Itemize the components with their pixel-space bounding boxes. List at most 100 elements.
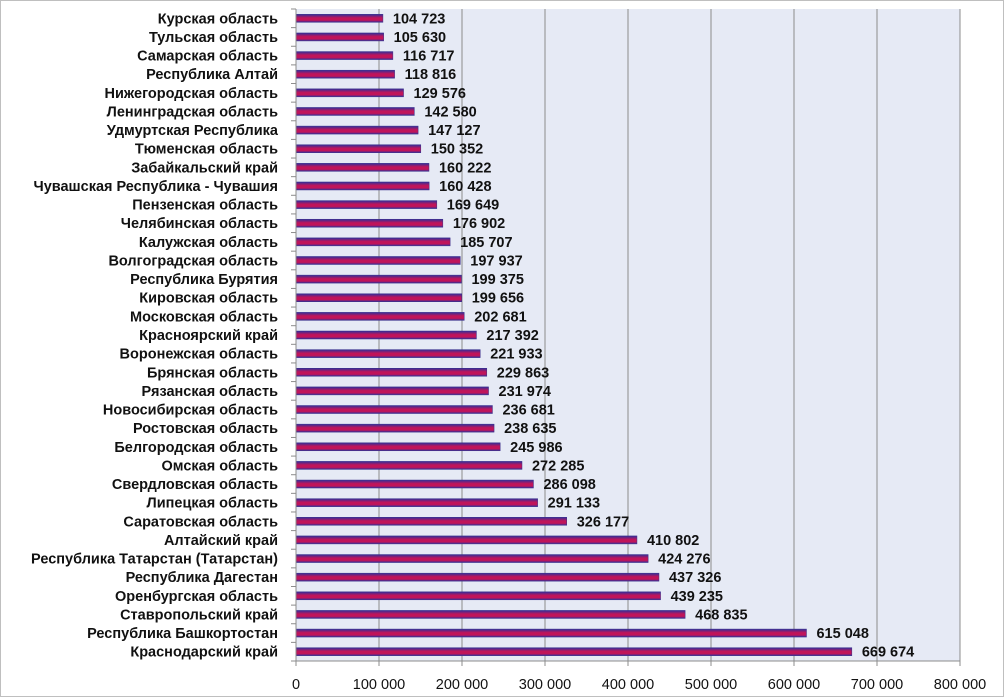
value-label: 176 902	[453, 216, 505, 232]
bar	[295, 69, 395, 79]
bar	[295, 312, 465, 321]
category-label: Воронежская область	[120, 347, 279, 363]
x-tick-label: 600 000	[768, 677, 820, 693]
bar	[295, 144, 422, 153]
category-label: Московская область	[130, 309, 278, 325]
x-tick-label: 0	[292, 677, 300, 693]
value-label: 105 630	[394, 30, 446, 46]
category-label: Забайкальский край	[131, 160, 278, 176]
bar	[295, 125, 419, 135]
bar	[295, 610, 686, 619]
bar	[295, 163, 430, 172]
bar	[295, 498, 538, 507]
x-tick-label: 700 000	[851, 677, 903, 693]
bar	[295, 368, 488, 377]
value-label: 197 937	[470, 253, 522, 269]
bar	[295, 237, 451, 247]
bar	[295, 517, 567, 526]
category-label: Рязанская область	[142, 384, 279, 400]
bar	[295, 51, 394, 60]
category-label: Республика Дагестан	[126, 570, 278, 586]
x-tick-label: 500 000	[685, 677, 737, 693]
category-label: Липецкая область	[147, 496, 279, 512]
category-label: Пензенская область	[132, 198, 278, 214]
category-label: Краснодарский край	[130, 645, 278, 661]
bar	[295, 442, 501, 452]
x-tick-label: 400 000	[602, 677, 654, 693]
category-label: Удмуртская Республика	[107, 123, 279, 139]
value-label: 245 986	[510, 440, 562, 456]
category-label: Белгородская область	[114, 440, 278, 456]
value-label: 410 802	[647, 533, 699, 549]
value-label: 202 681	[474, 309, 526, 325]
value-label: 147 127	[428, 123, 480, 139]
bar	[295, 554, 649, 563]
bar	[295, 274, 462, 284]
value-label: 326 177	[577, 514, 629, 530]
category-label: Челябинская область	[121, 216, 278, 232]
value-label: 615 048	[816, 626, 868, 642]
category-label: Новосибирская область	[103, 403, 278, 419]
category-label: Тульская область	[149, 30, 278, 46]
bar	[295, 218, 444, 228]
bar	[295, 572, 660, 582]
category-label: Самарская область	[137, 49, 278, 65]
value-label: 669 674	[862, 645, 914, 661]
bar	[295, 423, 495, 433]
x-tick-label: 800 000	[934, 677, 986, 693]
bar	[295, 256, 461, 265]
value-label: 272 285	[532, 458, 584, 474]
bar	[295, 330, 477, 340]
bar	[295, 647, 853, 656]
category-label: Брянская область	[147, 365, 278, 381]
labels: 0 100 000 200 000 300 000 400 000 500 000 600 …	[31, 11, 986, 693]
value-label: 118 816	[405, 67, 457, 83]
value-label: 236 681	[502, 403, 554, 419]
bar	[295, 479, 534, 489]
category-label: Красноярский край	[139, 328, 278, 344]
bar	[295, 461, 523, 470]
value-label: 185 707	[460, 235, 512, 251]
value-label: 291 133	[548, 496, 600, 512]
bar	[295, 200, 438, 209]
bar	[295, 628, 807, 638]
value-label: 169 649	[447, 198, 499, 214]
category-label: Оренбургская область	[115, 589, 278, 605]
value-label: 286 098	[543, 477, 595, 493]
category-label: Калужская область	[139, 235, 278, 251]
bar	[295, 349, 481, 358]
value-label: 104 723	[393, 11, 445, 27]
value-label: 238 635	[504, 421, 556, 437]
value-label: 142 580	[424, 104, 476, 120]
category-label: Республика Татарстан (Татарстан)	[31, 552, 278, 568]
category-label: Саратовская область	[123, 514, 278, 530]
bar	[295, 181, 430, 191]
category-label: Нижегородская область	[105, 86, 279, 102]
bar	[295, 386, 489, 396]
category-label: Республика Башкортостан	[87, 626, 278, 642]
x-tick-label: 300 000	[519, 677, 571, 693]
value-label: 160 222	[439, 160, 491, 176]
category-label: Ставропольский край	[120, 607, 278, 623]
value-label: 229 863	[497, 365, 549, 381]
axes	[291, 8, 961, 666]
bar	[295, 107, 415, 116]
category-label: Омская область	[162, 458, 279, 474]
category-label: Волгоградская область	[108, 253, 278, 269]
value-label: 217 392	[486, 328, 538, 344]
bar	[295, 591, 661, 601]
value-label: 129 576	[414, 86, 466, 102]
bar	[295, 293, 462, 302]
category-label: Чувашская Республика - Чувашия	[34, 179, 279, 195]
bars	[295, 14, 853, 656]
bar	[295, 88, 404, 98]
value-label: 160 428	[439, 179, 491, 195]
x-tick-label: 100 000	[353, 677, 405, 693]
category-label: Алтайский край	[164, 533, 278, 549]
value-label: 468 835	[695, 607, 747, 623]
bar	[295, 535, 638, 545]
category-label: Республика Бурятия	[130, 272, 278, 288]
value-label: 116 717	[403, 49, 455, 65]
